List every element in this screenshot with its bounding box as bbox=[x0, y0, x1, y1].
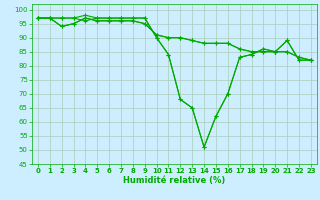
X-axis label: Humidité relative (%): Humidité relative (%) bbox=[123, 176, 226, 185]
